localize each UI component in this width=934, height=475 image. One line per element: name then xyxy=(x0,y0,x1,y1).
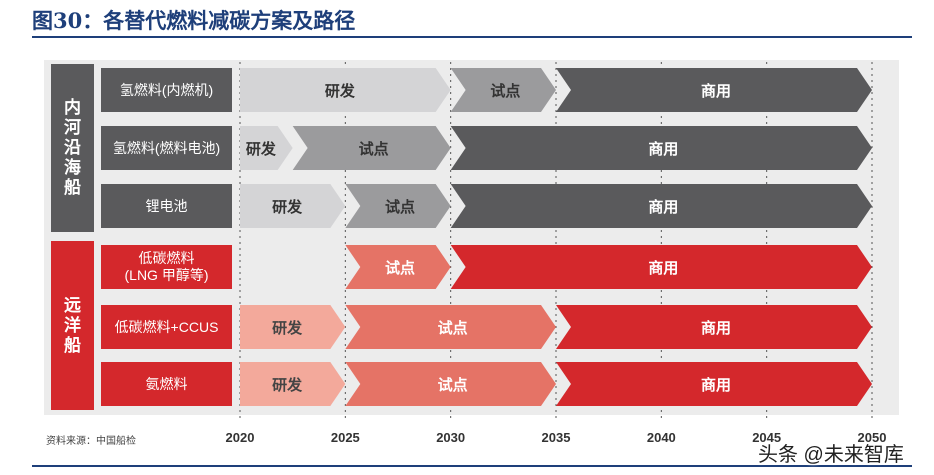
title-rule xyxy=(32,36,912,38)
phase-arrow xyxy=(292,126,451,170)
diagram-panel xyxy=(44,60,899,415)
watermark: 头条 @未来智库 xyxy=(758,444,904,466)
fuel-label: 锂电池 xyxy=(101,184,232,228)
fuel-label: 低碳燃料+CCUS xyxy=(101,305,232,349)
year-tick-label: 2030 xyxy=(436,430,466,445)
fuel-label: 低碳燃料 (LNG 甲醇等) xyxy=(101,245,232,289)
fuel-label: 氢燃料(燃料电池) xyxy=(101,126,232,170)
phase-label: 商用 xyxy=(648,259,678,277)
phase-label: 研发 xyxy=(325,82,356,100)
phase-label: 试点 xyxy=(359,140,389,158)
phase-arrow xyxy=(240,362,346,406)
group-label-text: 内河沿海船 xyxy=(64,98,81,197)
bottom-rule xyxy=(32,465,912,467)
phase-arrow xyxy=(240,68,451,112)
phase-label: 研发 xyxy=(272,198,303,216)
phase-label: 试点 xyxy=(385,198,415,216)
year-tick-label: 2045 xyxy=(752,430,782,445)
phase-arrow xyxy=(345,305,556,349)
phase-label: 商用 xyxy=(701,82,731,100)
phase-arrow xyxy=(556,68,872,112)
phase-label: 商用 xyxy=(701,319,731,337)
year-tick-label: 2020 xyxy=(225,430,255,445)
year-tick-label: 2040 xyxy=(646,430,676,445)
year-tick-label: 2035 xyxy=(541,430,571,445)
phase-label: 研发 xyxy=(246,140,277,158)
phase-arrow xyxy=(240,126,293,170)
phase-label: 试点 xyxy=(385,259,415,277)
phase-arrow xyxy=(450,68,556,112)
phase-label: 试点 xyxy=(438,319,468,337)
year-tick-label: 2050 xyxy=(857,430,887,445)
phase-arrow xyxy=(450,245,872,289)
phase-arrow xyxy=(240,305,346,349)
phase-arrow xyxy=(240,184,346,228)
phase-arrow xyxy=(556,362,872,406)
phase-label: 试点 xyxy=(438,376,468,394)
phase-arrow xyxy=(450,184,872,228)
phase-label: 研发 xyxy=(272,319,303,337)
phase-arrow xyxy=(345,362,556,406)
phase-label: 商用 xyxy=(648,198,678,216)
phase-label: 商用 xyxy=(648,140,678,158)
phase-label: 研发 xyxy=(272,376,303,394)
phase-arrow xyxy=(345,245,451,289)
year-tick-label: 2025 xyxy=(330,430,360,445)
group-label-text: 远洋船 xyxy=(64,295,81,355)
group-label: 内河沿海船 xyxy=(51,64,94,232)
phase-arrow xyxy=(556,305,872,349)
phase-label: 商用 xyxy=(701,376,731,394)
figure-title: 图30：各替代燃料减碳方案及路径 xyxy=(32,8,356,33)
phase-arrow xyxy=(450,126,872,170)
fuel-label: 氨燃料 xyxy=(101,362,232,406)
phase-label: 试点 xyxy=(490,82,520,100)
phase-arrow xyxy=(345,184,451,228)
group-label: 远洋船 xyxy=(51,241,94,410)
source-note: 资料来源：中国船检 xyxy=(46,436,136,447)
fuel-label: 氢燃料(内燃机) xyxy=(101,68,232,112)
